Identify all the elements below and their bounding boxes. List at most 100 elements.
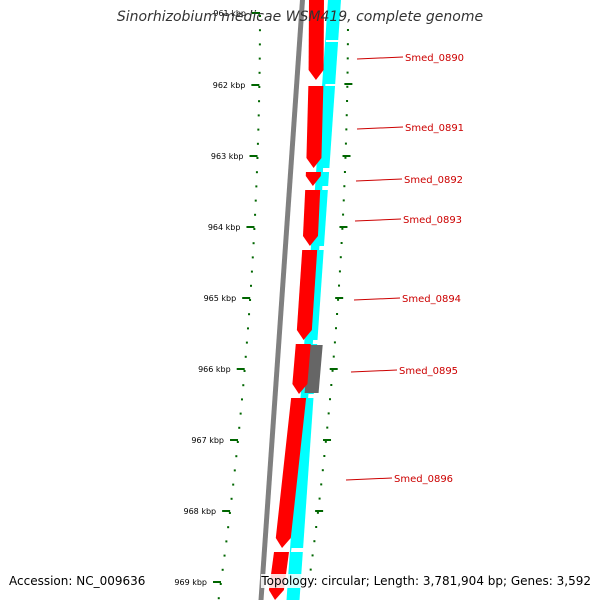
track-tick <box>346 57 349 60</box>
ruler-label: 964 kbp <box>208 223 241 232</box>
track-tick <box>333 341 336 344</box>
ruler-minor-tick <box>244 355 247 358</box>
track-tick <box>340 242 343 244</box>
gene-label[interactable]: Smed_0891 <box>405 123 464 134</box>
ruler-minor-tick <box>227 526 230 529</box>
ruler-minor-tick <box>228 512 231 514</box>
track-tick <box>344 142 347 145</box>
ruler-minor-tick <box>251 256 254 259</box>
track-tick <box>324 440 327 443</box>
ruler-minor-tick <box>217 597 220 600</box>
ruler-minor-tick <box>249 299 252 301</box>
ruler-minor-tick <box>252 242 255 245</box>
ruler-minor-tick <box>258 100 261 103</box>
gene-labels: Smed_0890 Smed_0891 Smed_0892 Smed_0893 Smed… <box>345 53 464 485</box>
track-tick <box>346 71 349 74</box>
track-tick <box>336 313 339 315</box>
track-tick <box>327 412 330 415</box>
track-tick <box>343 185 346 188</box>
ruler-minor-tick <box>258 71 261 74</box>
ruler-major-tick <box>251 12 260 14</box>
ruler-major-tick <box>213 581 222 583</box>
track-major-tick <box>339 226 348 228</box>
ruler-major-tick <box>251 84 260 86</box>
track-tick <box>345 114 348 117</box>
ruler-minor-tick <box>236 441 239 443</box>
track-tick <box>335 327 338 330</box>
track-tick <box>316 511 319 514</box>
gene-label[interactable]: Smed_0893 <box>403 215 462 226</box>
ruler-label: 961 kbp <box>213 9 246 18</box>
band-separator <box>312 340 331 344</box>
track-tick <box>309 568 312 571</box>
ruler: 961 kbp 962 kbp 963 kbp 964 kbp 965 kbp 966 k… <box>174 9 261 600</box>
gene-leader-line <box>355 178 403 182</box>
band-separator <box>325 40 343 42</box>
ruler-minor-tick <box>255 171 258 174</box>
ruler-minor-tick <box>242 384 245 387</box>
ruler-minor-tick <box>235 455 238 458</box>
feature-tracks <box>258 0 353 600</box>
ruler-minor-tick <box>240 398 243 401</box>
band-separator <box>319 246 337 250</box>
track-major-tick <box>323 439 332 441</box>
ruler-minor-tick <box>258 15 261 17</box>
gene-leader-line <box>353 297 401 301</box>
map-title: Sinorhizobium medicae WSM419, complete g… <box>116 9 484 25</box>
track-tick <box>346 29 349 31</box>
track-tick <box>315 526 318 528</box>
ruler-minor-tick <box>257 114 260 117</box>
ruler-minor-tick <box>256 142 259 145</box>
ruler-minor-tick <box>257 128 260 131</box>
track-tick <box>332 355 335 358</box>
track-tick <box>342 213 345 216</box>
ruler-minor-tick <box>230 497 233 500</box>
track-major-tick <box>335 297 344 299</box>
gene-leader-line <box>354 218 402 222</box>
gene-label[interactable]: Smed_0896 <box>394 474 453 485</box>
ruler-minor-tick <box>258 29 261 32</box>
ruler-label: 962 kbp <box>213 81 246 90</box>
gene-label[interactable]: Smed_0892 <box>404 175 463 186</box>
track-major-tick <box>342 155 351 157</box>
gene-label[interactable]: Smed_0894 <box>402 294 461 305</box>
track-major-tick <box>329 368 338 370</box>
ruler-label: 968 kbp <box>184 507 217 516</box>
ruler-major-tick <box>246 226 255 228</box>
band-separator <box>322 186 340 190</box>
ruler-minor-tick <box>223 554 226 557</box>
ruler-minor-tick <box>250 270 253 273</box>
track-tick <box>320 483 323 486</box>
gene-leader-line <box>356 126 404 130</box>
ruler-minor-tick <box>258 57 261 60</box>
track-major-tick <box>315 510 324 512</box>
ruler-major-tick <box>222 510 231 512</box>
cds-arrow <box>302 190 321 246</box>
track-tick <box>313 540 316 543</box>
gene-leader-line <box>345 477 393 481</box>
ruler-minor-tick <box>254 213 257 216</box>
ruler-minor-tick <box>238 426 241 429</box>
ruler-minor-tick <box>246 327 249 330</box>
gene-label[interactable]: Smed_0890 <box>405 53 464 64</box>
track-major-tick <box>344 83 353 85</box>
ruler-minor-tick <box>219 583 222 585</box>
cds-arrow <box>305 172 321 186</box>
cds-arrow <box>308 0 324 80</box>
band-separator <box>325 84 343 86</box>
track-tick <box>318 497 321 500</box>
track-tick <box>346 85 349 88</box>
gene-leader-line <box>356 56 404 60</box>
ruler-minor-tick <box>221 568 224 571</box>
ruler-label: 963 kbp <box>211 152 244 161</box>
band-separator <box>291 548 309 552</box>
ruler-minor-tick <box>253 228 256 230</box>
gene-label[interactable]: Smed_0895 <box>399 366 458 377</box>
ruler-major-tick <box>236 368 245 370</box>
ruler-label: 967 kbp <box>191 436 224 445</box>
track-tick <box>341 227 344 230</box>
cds-arrow <box>296 250 318 340</box>
track-tick <box>329 398 332 401</box>
